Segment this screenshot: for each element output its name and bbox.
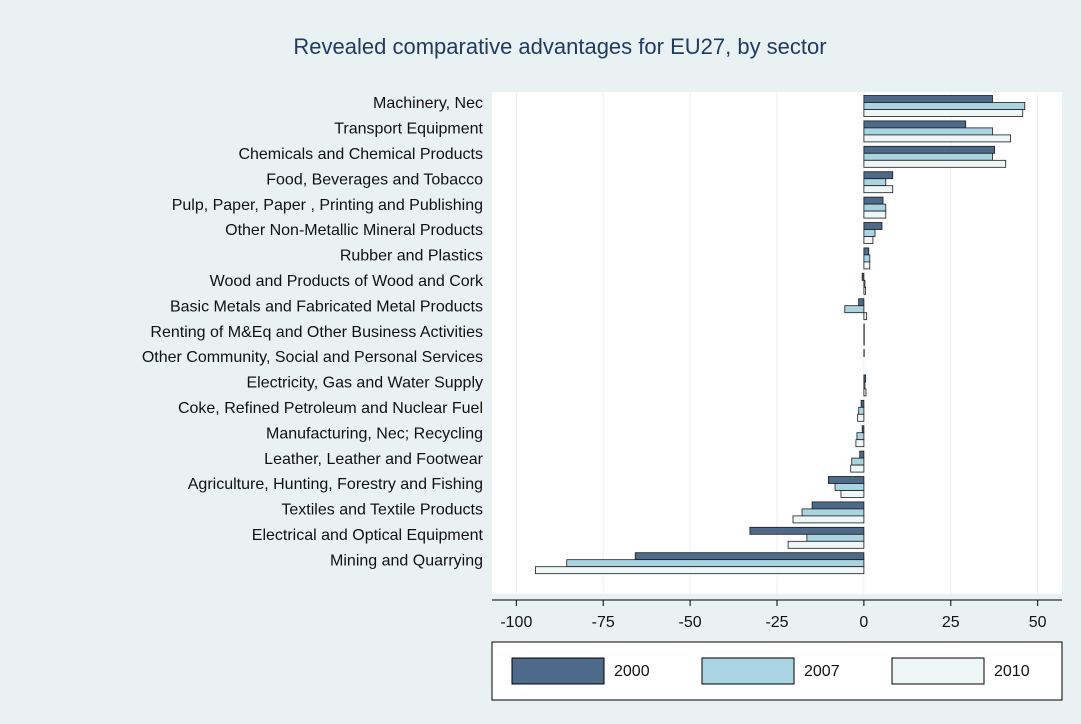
bar <box>863 185 894 194</box>
legend-swatch <box>891 657 985 685</box>
bar <box>863 109 1024 117</box>
bar <box>863 279 866 288</box>
legend-label: 2007 <box>804 663 840 680</box>
y-tick-label: Leather, Leather and Footwear <box>264 451 483 468</box>
bar <box>749 526 865 535</box>
y-tick-label: Transport Equipment <box>334 121 483 138</box>
y-tick-label: Manufacturing, Nec; Recycling <box>266 425 483 442</box>
bar <box>844 305 865 314</box>
bar <box>834 483 865 491</box>
bar <box>857 413 865 422</box>
bar <box>861 272 865 281</box>
bar <box>863 236 874 244</box>
bar <box>863 388 867 397</box>
bar <box>856 432 865 441</box>
y-tick-label: Renting of M&Eq and Other Business Activ… <box>150 324 483 341</box>
y-tick-label: Agriculture, Hunting, Forestry and Fishi… <box>188 476 483 493</box>
bar <box>863 247 870 256</box>
legend-swatch <box>701 657 795 685</box>
y-tick-label: Other Non-Metallic Mineral Products <box>225 222 483 239</box>
bar <box>863 102 1026 110</box>
chart-title: Revealed comparative advantages for EU27… <box>293 34 826 59</box>
x-tick-label: 25 <box>942 614 960 631</box>
bar <box>861 425 865 434</box>
legend-label: 2000 <box>614 663 650 680</box>
y-tick-label: Electricity, Gas and Water Supply <box>246 375 483 392</box>
bar <box>792 515 865 524</box>
bar <box>566 559 865 568</box>
bar <box>863 229 876 237</box>
y-tick-label: Basic Metals and Fabricated Metal Produc… <box>170 298 483 315</box>
x-tick-label: -25 <box>765 614 788 631</box>
bar <box>863 381 866 390</box>
bar <box>863 120 967 129</box>
bar <box>535 566 865 575</box>
bar <box>863 152 993 161</box>
x-tick-label: -75 <box>592 614 615 631</box>
y-tick-label: Textiles and Textile Products <box>281 502 483 519</box>
bar <box>863 261 871 270</box>
bar <box>863 196 884 205</box>
y-tick-label: Coke, Refined Petroleum and Nuclear Fuel <box>178 400 483 417</box>
y-tick-label: Mining and Quarrying <box>330 552 483 569</box>
bar <box>863 127 993 136</box>
bar <box>863 145 995 154</box>
bar <box>801 508 865 517</box>
bar <box>855 439 865 448</box>
x-tick-label: 0 <box>859 614 868 631</box>
bar <box>851 457 865 466</box>
bar <box>787 540 865 549</box>
bar <box>811 501 865 510</box>
bar <box>863 203 887 212</box>
bar <box>860 399 865 408</box>
bar <box>863 95 993 103</box>
x-tick-label: -100 <box>500 614 532 631</box>
bar <box>863 374 867 383</box>
bar <box>828 476 865 484</box>
bar <box>850 464 865 473</box>
y-tick-label: Wood and Products of Wood and Cork <box>210 273 484 290</box>
bar <box>858 298 865 307</box>
x-tick-label: -50 <box>679 614 702 631</box>
y-tick-label: Electrical and Optical Equipment <box>252 527 484 544</box>
bar <box>863 178 887 187</box>
bar <box>863 159 1007 168</box>
bar <box>806 533 865 542</box>
x-tick-label: 50 <box>1029 614 1047 631</box>
bar <box>863 222 883 230</box>
y-tick-label: Rubber and Plastics <box>340 248 483 265</box>
bar <box>863 210 887 219</box>
legend-swatch <box>511 657 605 685</box>
bar <box>863 134 1011 143</box>
y-tick-label: Other Community, Social and Personal Ser… <box>142 349 483 366</box>
y-tick-label: Chemicals and Chemical Products <box>238 146 483 163</box>
bar <box>858 406 865 415</box>
bar <box>863 171 894 180</box>
y-tick-label: Food, Beverages and Tobacco <box>266 171 483 188</box>
y-tick-label: Pulp, Paper, Paper , Printing and Publis… <box>172 197 483 214</box>
bar <box>859 450 865 459</box>
bar <box>863 254 871 263</box>
y-tick-label: Machinery, Nec <box>373 95 483 112</box>
bar <box>863 286 867 295</box>
bar <box>840 490 865 498</box>
legend-label: 2010 <box>994 663 1030 680</box>
bar <box>634 552 865 561</box>
bar <box>863 312 868 321</box>
